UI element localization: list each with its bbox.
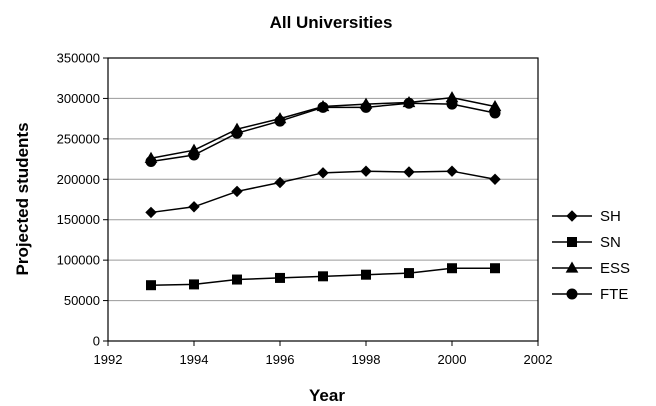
data-point-fte-1997 xyxy=(317,101,329,113)
y-axis-title: Projected students xyxy=(13,122,32,275)
data-point-sn-1997 xyxy=(318,271,328,282)
x-tick-label-2: 1996 xyxy=(266,352,295,367)
data-point-fte-2001 xyxy=(489,107,501,119)
x-tick-label-4: 2000 xyxy=(438,352,467,367)
data-point-sh-1996 xyxy=(274,176,286,189)
x-tick-label-5: 2002 xyxy=(524,352,553,367)
data-point-sn-1995 xyxy=(232,274,242,285)
data-point-fte-1994 xyxy=(188,149,200,161)
plot-area-border xyxy=(107,57,539,342)
data-point-sh-1998 xyxy=(360,165,372,177)
gridlines xyxy=(108,97,538,302)
legend: SH SN ESS FTE xyxy=(552,208,630,303)
y-tick-label-2: 100000 xyxy=(57,253,100,268)
data-point-sh-1999 xyxy=(403,166,415,178)
x-tick-label-0: 1992 xyxy=(94,352,123,367)
series-sn xyxy=(146,263,500,291)
legend-marker-sh xyxy=(566,210,578,222)
data-point-fte-2000 xyxy=(446,98,458,110)
y-tick-label-7: 350000 xyxy=(57,51,100,66)
data-point-sn-2001 xyxy=(490,263,500,274)
data-point-sh-2001 xyxy=(489,173,501,185)
data-point-sh-1994 xyxy=(188,201,200,213)
legend-marker-fte xyxy=(566,288,578,300)
data-point-fte-1996 xyxy=(274,115,286,127)
y-tick-label-3: 150000 xyxy=(57,212,100,227)
data-point-sh-1995 xyxy=(231,185,243,198)
data-point-sh-1997 xyxy=(317,167,329,179)
y-tick-label-6: 300000 xyxy=(57,91,100,106)
legend-label-sn: SN xyxy=(600,234,621,251)
data-point-sn-1996 xyxy=(275,272,285,283)
data-point-fte-1998 xyxy=(360,101,372,113)
y-tick-label-1: 50000 xyxy=(64,293,100,308)
legend-label-ess: ESS xyxy=(600,260,630,277)
data-point-fte-1999 xyxy=(403,97,415,109)
series-sh xyxy=(145,165,501,219)
series-layer xyxy=(144,91,502,291)
y-axis-ticks: 0 50000 100000 150000 200000 250000 300000 3500… xyxy=(57,51,108,349)
x-tick-label-3: 1998 xyxy=(352,352,381,367)
legend-label-fte: FTE xyxy=(600,286,628,303)
data-point-sn-1993 xyxy=(146,280,156,291)
chart-title: All Universities xyxy=(270,13,393,32)
y-tick-label-0: 0 xyxy=(93,334,100,349)
y-tick-label-4: 200000 xyxy=(57,172,100,187)
legend-label-sh: SH xyxy=(600,208,621,225)
data-point-sh-2000 xyxy=(446,165,458,177)
y-tick-label-5: 250000 xyxy=(57,131,100,146)
data-point-sn-2000 xyxy=(447,263,457,274)
data-point-sn-1998 xyxy=(361,269,371,280)
data-point-sn-1999 xyxy=(404,268,414,279)
data-point-fte-1993 xyxy=(145,155,157,167)
data-point-sn-1994 xyxy=(189,279,199,290)
legend-marker-sn xyxy=(567,237,577,247)
x-axis-ticks: 1992 1994 1996 1998 2000 2002 xyxy=(94,341,553,367)
data-point-fte-1995 xyxy=(231,127,243,139)
data-point-sh-1993 xyxy=(145,206,157,219)
x-axis-title: Year xyxy=(309,386,345,405)
legend-marker-ess xyxy=(565,261,579,273)
x-tick-label-1: 1994 xyxy=(180,352,209,367)
series-fte xyxy=(145,97,501,167)
